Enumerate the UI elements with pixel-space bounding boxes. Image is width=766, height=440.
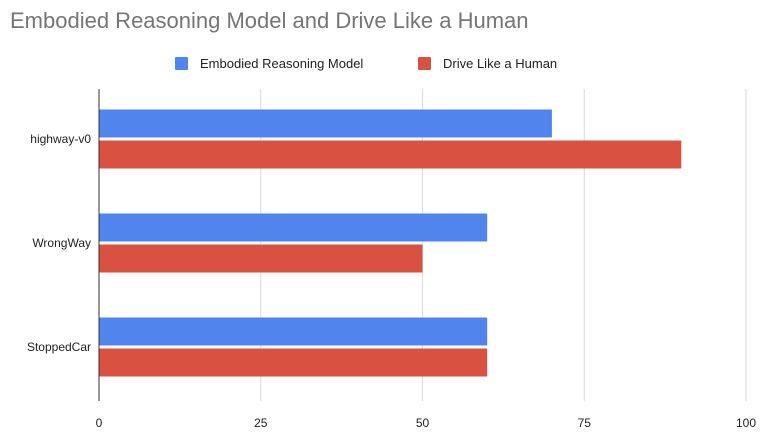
- bar-highway-v0-series-0: [99, 109, 552, 138]
- bars: [99, 109, 682, 377]
- x-tick-label: 25: [254, 416, 268, 430]
- bar-wrongway-series-0: [99, 213, 488, 242]
- bar-stoppedcar-series-1: [99, 348, 488, 377]
- x-tick-label: 0: [96, 416, 103, 430]
- y-tick-label: WrongWay: [32, 236, 91, 250]
- bar-wrongway-series-1: [99, 244, 423, 273]
- bar-highway-v0-series-1: [99, 140, 682, 169]
- legend-swatch-0: [175, 57, 188, 70]
- legend-label-1: Drive Like a Human: [443, 56, 557, 71]
- legend-label-0: Embodied Reasoning Model: [200, 56, 363, 71]
- x-tick-label: 75: [578, 416, 592, 430]
- y-tick-label: StoppedCar: [27, 340, 91, 354]
- x-tick-label: 100: [736, 416, 756, 430]
- legend-swatch-1: [418, 57, 431, 70]
- x-tick-labels: 0 25 50 75 100: [96, 416, 757, 430]
- x-tick-label: 50: [416, 416, 430, 430]
- y-tick-label: highway-v0: [30, 132, 91, 146]
- legend: Embodied Reasoning Model Drive Like a Hum…: [175, 56, 557, 71]
- y-tick-labels: highway-v0 WrongWay StoppedCar: [27, 132, 91, 354]
- chart-title: Embodied Reasoning Model and Drive Like …: [10, 8, 529, 33]
- bar-stoppedcar-series-0: [99, 317, 488, 346]
